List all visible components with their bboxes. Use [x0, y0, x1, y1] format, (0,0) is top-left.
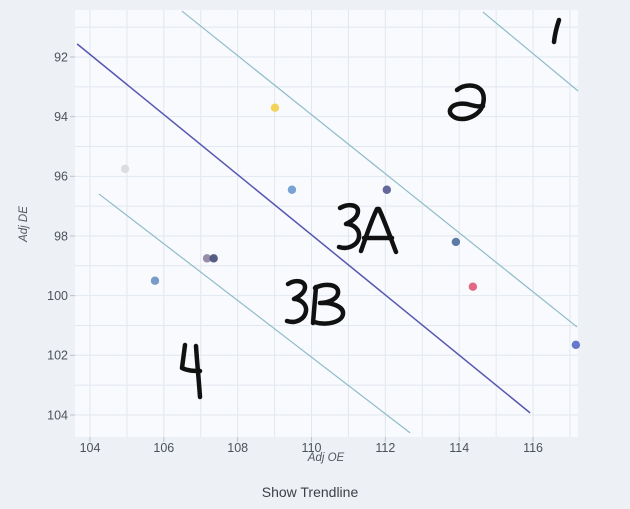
trendline-layer: [76, 10, 579, 434]
scatter-point-0[interactable]: [120, 164, 130, 174]
scatter-point-3[interactable]: [209, 254, 218, 263]
y-tick-label-104: 104: [47, 408, 68, 422]
x-tick-label-114: 114: [449, 441, 469, 455]
grid-layer: [75, 10, 578, 437]
scatter-point-6[interactable]: [382, 185, 392, 194]
ink-stroke: [284, 278, 309, 325]
show-trendline-button[interactable]: Show Trendline: [261, 484, 359, 500]
x-tick-label-104: 104: [80, 441, 101, 455]
ink-stroke: [447, 83, 486, 122]
ink-stroke: [310, 284, 319, 326]
scatter-point-7[interactable]: [451, 237, 461, 247]
diagonal-upper-line: [482, 11, 579, 92]
axis-label-layer: 104 106 108 110 112 114 116 92 94 96 98 100 102 104: [47, 50, 543, 455]
y-tick-label-98: 98: [54, 229, 68, 243]
scatter-point-2[interactable]: [202, 254, 212, 263]
y-tick-label-100: 100: [47, 289, 68, 303]
ink-annotation-2: [447, 83, 486, 122]
scatter-point-5[interactable]: [287, 185, 297, 194]
ink-annotation-3B: [284, 278, 346, 326]
scatter-point-1[interactable]: [150, 276, 160, 285]
y-tick-label-94: 94: [54, 110, 68, 124]
ink-annotation-1: [551, 17, 562, 45]
trendline-line: [76, 43, 531, 414]
x-tick-label-112: 112: [375, 441, 395, 455]
x-axis-title: Adj OE: [307, 452, 345, 464]
diagonal-lower-line: [98, 193, 411, 434]
scatter-points-layer: [120, 103, 581, 350]
plot-area: [75, 10, 578, 437]
x-tick-label-106: 106: [153, 441, 174, 455]
scatter-chart: 104 106 108 110 112 114 116 92 94 96 98 100 102 104 A…: [18, 10, 581, 464]
y-axis-title: Adj DE: [18, 206, 30, 243]
ink-annotation-3A: [336, 202, 399, 255]
y-tick-label-96: 96: [54, 170, 68, 184]
scatter-point-4[interactable]: [270, 103, 280, 112]
scatter-point-9[interactable]: [571, 340, 581, 350]
ink-annotation-layer: [179, 17, 562, 400]
y-tick-label-92: 92: [54, 50, 68, 64]
ink-annotation-4: [179, 342, 203, 400]
ink-stroke: [336, 202, 362, 251]
x-tick-label-108: 108: [227, 441, 248, 455]
scatter-point-8[interactable]: [468, 282, 478, 291]
diagonal-middle-line: [181, 10, 578, 328]
x-tick-label-110: 110: [302, 441, 322, 455]
y-tick-label-102: 102: [47, 349, 68, 363]
x-tick-label-116: 116: [523, 441, 543, 455]
ink-stroke: [551, 17, 562, 45]
tick-layer: [70, 56, 534, 442]
ink-stroke: [193, 343, 203, 400]
ink-stroke: [311, 282, 346, 326]
